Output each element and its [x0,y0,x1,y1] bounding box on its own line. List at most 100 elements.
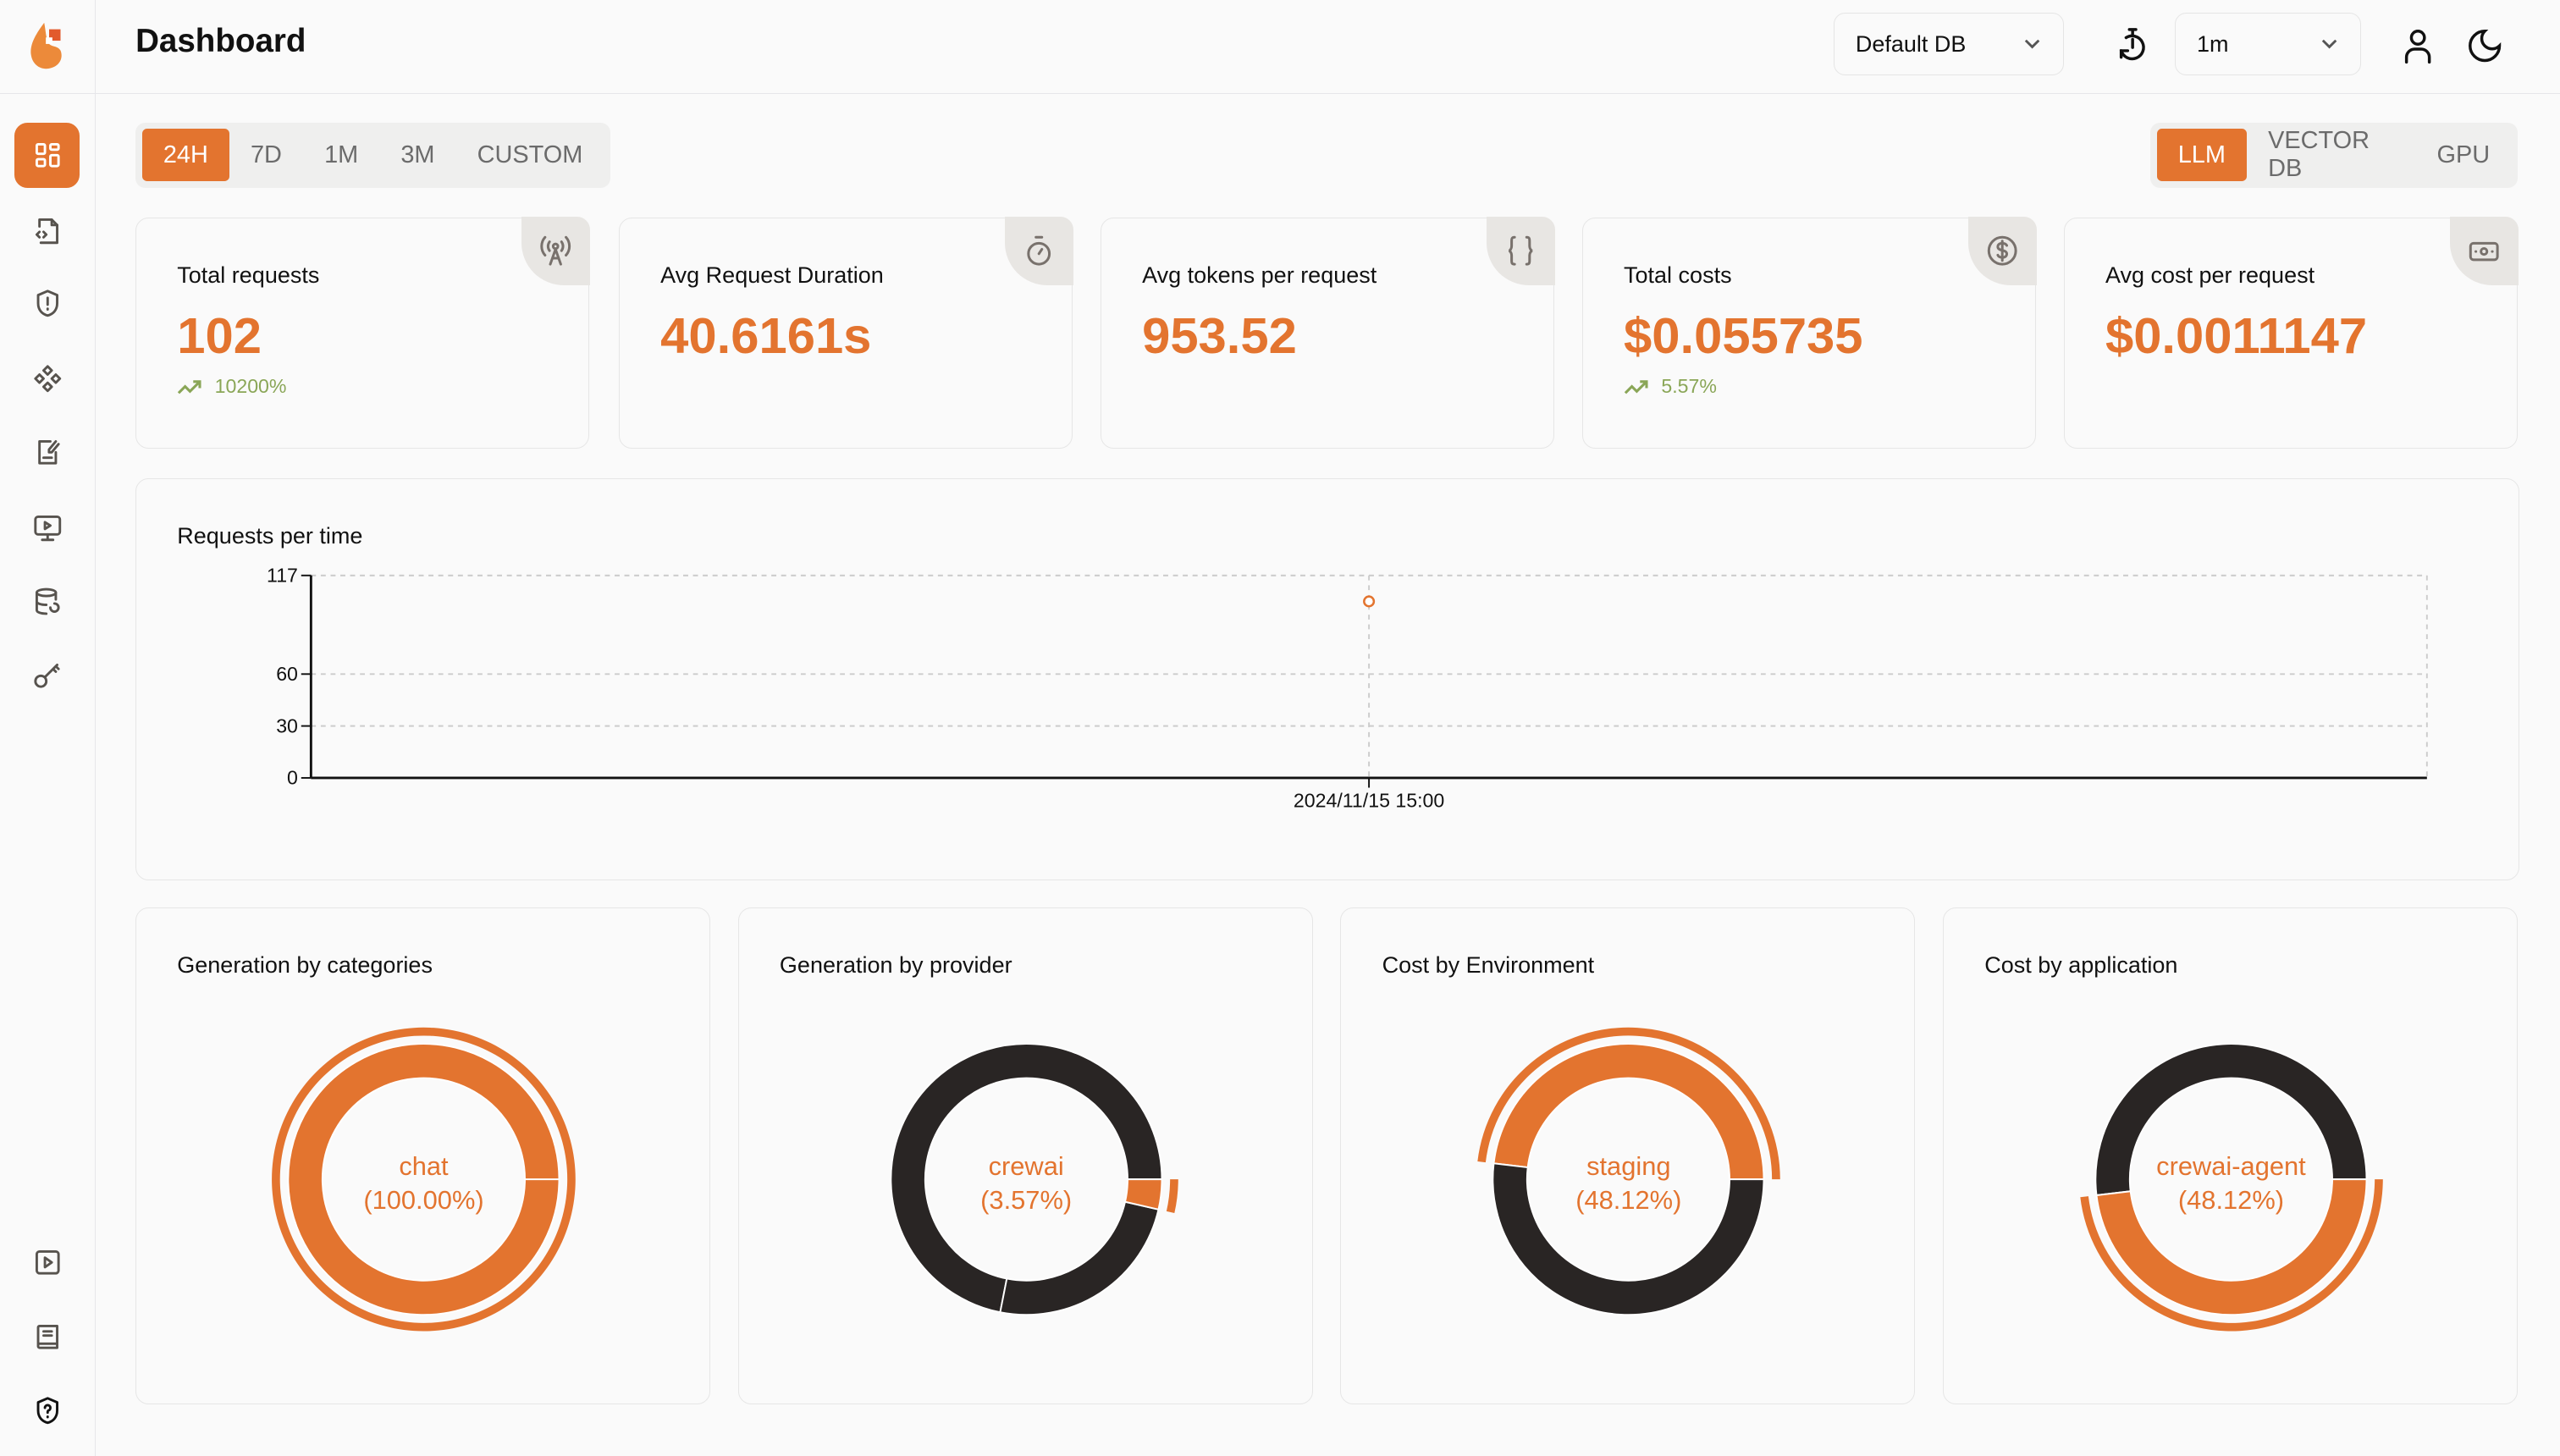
cost-by-environment-card: Cost by Environment staging (48.12%) [1340,907,1916,1404]
provider-donut-chart [890,1043,1178,1316]
stat-label: Total requests [177,262,320,288]
y-tick-label: 117 [267,565,298,587]
moon-icon[interactable] [2465,26,2504,65]
cost-by-application-card: Cost by application crewai-agent (48.12%… [1943,907,2518,1404]
environment-donut-chart [1477,1028,1781,1316]
refresh-interval-value: 1m [2196,30,2229,57]
active-slice-percent: (48.12%) [2177,1185,2285,1216]
stat-label: Total costs [1624,262,1732,288]
user-icon[interactable] [2398,26,2437,65]
stat-label: Avg Request Duration [660,262,884,288]
dollar-circle-icon [1987,235,2017,266]
donut-slice [1492,1043,1765,1181]
stat-value: 40.6161s [660,306,872,364]
active-slice-percent: (3.57%) [980,1185,1073,1216]
donut-slice [999,1200,1160,1316]
tab-custom[interactable]: CUSTOM [477,141,583,168]
active-slice-name: crewai [988,1150,1064,1181]
type-tabs: LLM VECTOR DB GPU [2149,122,2518,188]
stat-trend: 10200% [177,375,286,398]
tab-llm[interactable]: LLM [2156,129,2248,182]
donut-slice [1492,1162,1765,1316]
stat-value: 102 [177,306,262,364]
file-code-icon [35,218,58,244]
shield-alert-icon [36,290,58,317]
chart-title: Generation by categories [177,952,433,979]
active-slice-name: crewai-agent [2156,1150,2306,1181]
chart-title: Generation by provider [779,952,1012,979]
layout-grid-icon [35,142,60,168]
trending-up-icon [178,379,201,394]
requests-per-time-card: Requests per time 0 30 60 117 2024/11/15 15:… [135,478,2519,880]
tab-gpu[interactable]: GPU [2436,141,2491,168]
sidebar-item-dashboard[interactable] [14,122,80,188]
sidebar-item-vault[interactable] [14,494,80,560]
database-select[interactable]: Default DB [1833,13,2064,75]
y-tick-label: 60 [276,663,298,685]
chevron-down-icon [2321,40,2337,49]
antenna-icon [540,235,571,266]
stat-card-total-costs: Total costs $0.055735 5.57% [1581,216,2037,449]
active-slice-percent: (100.00%) [363,1185,484,1216]
sidebar-item-api-keys[interactable] [14,643,80,709]
stat-value: $0.055735 [1624,306,1863,364]
active-slice-name: staging [1586,1150,1671,1181]
stat-trend-value: 10200% [214,374,287,397]
shield-question-icon [36,1397,58,1425]
time-range-tabs: 24H 7D 1M 3M CUSTOM [135,122,611,188]
donut-slice [890,1043,1163,1314]
tab-vector-db[interactable]: VECTOR DB [2268,127,2370,183]
trending-up-icon [1624,379,1648,394]
generation-by-provider-card: Generation by provider crewai (3.57%) [737,907,1313,1404]
donut-slice [1123,1178,1163,1211]
data-point [1363,595,1376,608]
stat-trend: 5.57% [1624,375,1717,398]
y-tick-label: 0 [287,767,298,789]
y-tick-label: 30 [276,714,298,736]
tab-3m[interactable]: 3M [400,141,435,168]
logo[interactable] [26,19,69,79]
requests-line-chart: 0 30 60 117 2024/11/15 15:00 [267,565,2428,812]
monitor-play-icon [33,515,61,541]
active-slice-percent: (48.12%) [1575,1185,1682,1216]
tab-24h[interactable]: 24H [141,129,229,182]
tab-7d[interactable]: 7D [250,141,282,168]
database-refresh-icon [35,587,60,615]
sidebar [0,0,96,1456]
header-divider [0,92,2560,94]
donut-slice [2095,1178,2368,1316]
stat-value: 953.52 [1142,306,1297,364]
stat-value: $0.0011147 [2105,306,2368,364]
chevron-down-icon [2024,40,2039,49]
donut-slice [287,1043,560,1316]
stat-card-total-requests: Total requests 102 10200% [135,216,591,449]
active-slice-name: chat [399,1150,449,1181]
braces-icon [1509,235,1533,266]
stat-trend-value: 5.57% [1661,374,1717,397]
chart-title: Cost by Environment [1382,952,1595,979]
sidebar-item-help[interactable] [14,1378,80,1443]
sidebar-item-prompts[interactable] [14,420,80,485]
sidebar-item-docs[interactable] [14,1304,80,1370]
categories-donut-chart [272,1028,576,1332]
tab-1m[interactable]: 1M [324,141,359,168]
sidebar-item-databases[interactable] [14,570,80,635]
refresh-interval-select[interactable]: 1m [2174,13,2361,75]
key-icon [33,664,60,688]
sidebar-item-demo[interactable] [14,1229,80,1294]
application-donut-chart [2080,1043,2383,1332]
banknote-icon [2469,241,2499,262]
refresh-timer-icon[interactable] [2113,26,2152,65]
sidebar-item-exceptions[interactable] [14,271,80,336]
sidebar-item-openground[interactable] [14,346,80,411]
stopwatch-icon [1027,235,1051,266]
x-tick-label: 2024/11/15 15:00 [1294,790,1444,812]
page-title: Dashboard [135,23,306,59]
generation-by-categories-card: Generation by categories chat (100.00%) [135,907,710,1404]
stat-card-avg-cost: Avg cost per request $0.0011147 [2063,216,2519,449]
donut-slice [2094,1043,2368,1197]
active-slice-ring [1166,1179,1178,1214]
database-select-value: Default DB [1855,30,1967,57]
sidebar-item-requests[interactable] [14,197,80,262]
chart-title: Cost by application [1984,952,2178,979]
